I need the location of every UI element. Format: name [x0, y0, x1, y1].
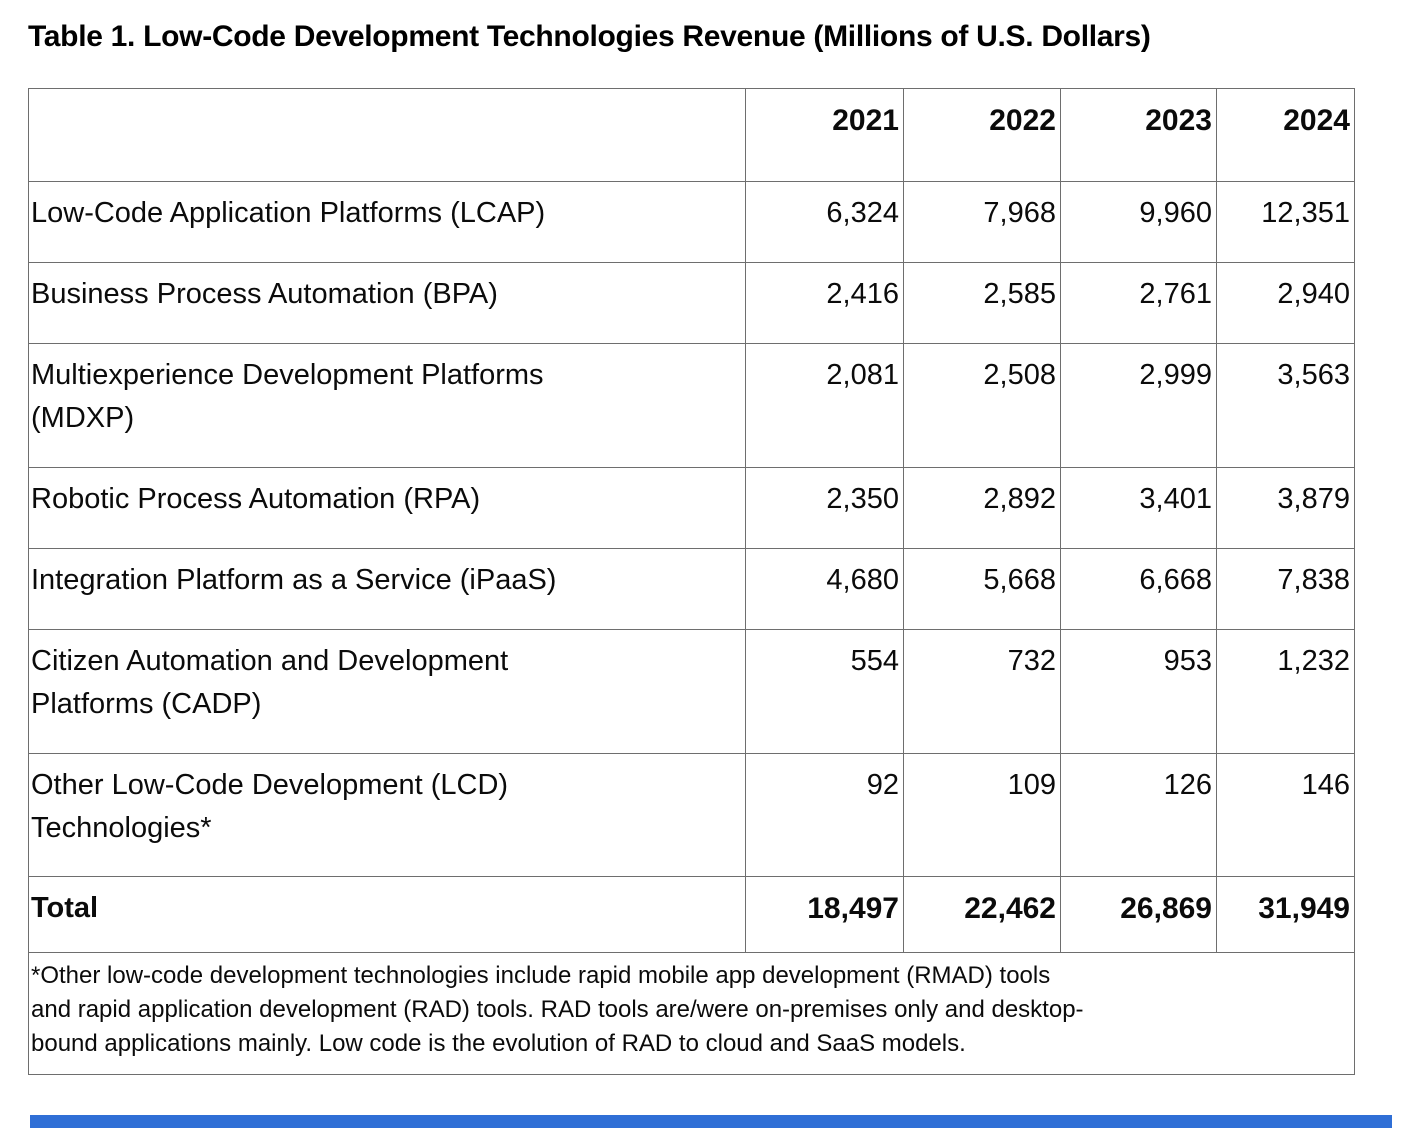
total-value: 31,949	[1216, 876, 1355, 953]
year-header-2023: 2023	[1060, 87, 1217, 183]
table-row-lcap: Low-Code Application Platforms (LCAP) 6,…	[28, 181, 1355, 264]
cell-value: 2,585	[903, 262, 1061, 345]
corner-cell	[28, 87, 746, 183]
cell-value: 126	[1060, 752, 1217, 878]
cell-value: 2,761	[1060, 262, 1217, 345]
cell-value: 3,879	[1216, 467, 1355, 549]
row-label: Multiexperience Development Platforms (M…	[28, 343, 746, 469]
row-label: Low-Code Application Platforms (LCAP)	[28, 181, 746, 264]
row-label: Other Low-Code Development (LCD) Technol…	[28, 752, 746, 878]
cell-value: 953	[1060, 628, 1217, 754]
table-footnote: *Other low-code development technologies…	[28, 951, 1355, 1075]
cell-value: 2,508	[903, 343, 1061, 469]
cell-value: 7,968	[903, 181, 1061, 264]
header-row: 2021 2022 2023 2024	[28, 87, 1355, 183]
table-row-ipaas: Integration Platform as a Service (iPaaS…	[28, 547, 1355, 630]
cell-value: 109	[903, 752, 1061, 878]
table-row-bpa: Business Process Automation (BPA) 2,416 …	[28, 262, 1355, 345]
row-label: Robotic Process Automation (RPA)	[28, 467, 746, 549]
revenue-table: 2021 2022 2023 2024 Low-Code Application…	[28, 87, 1355, 1075]
table-row-total: Total 18,497 22,462 26,869 31,949	[28, 876, 1355, 953]
cell-value: 3,401	[1060, 467, 1217, 549]
total-value: 22,462	[903, 876, 1061, 953]
cell-value: 2,940	[1216, 262, 1355, 345]
row-label: Citizen Automation and Development Platf…	[28, 628, 746, 754]
cell-value: 3,563	[1216, 343, 1355, 469]
row-label: Business Process Automation (BPA)	[28, 262, 746, 345]
cell-value: 2,892	[903, 467, 1061, 549]
cell-value: 92	[745, 752, 904, 878]
cell-value: 12,351	[1216, 181, 1355, 264]
table-row-cadp: Citizen Automation and Development Platf…	[28, 628, 1355, 754]
table-row-mdxp: Multiexperience Development Platforms (M…	[28, 343, 1355, 469]
cell-value: 2,416	[745, 262, 904, 345]
total-value: 18,497	[745, 876, 904, 953]
year-header-2021: 2021	[745, 87, 904, 183]
cell-value: 1,232	[1216, 628, 1355, 754]
cell-value: 732	[903, 628, 1061, 754]
table-title: Table 1. Low-Code Development Technologi…	[28, 20, 1151, 53]
row-label: Integration Platform as a Service (iPaaS…	[28, 547, 746, 630]
cropped-blue-bar	[30, 1115, 1392, 1128]
total-value: 26,869	[1060, 876, 1217, 953]
year-header-2024: 2024	[1216, 87, 1355, 183]
cell-value: 7,838	[1216, 547, 1355, 630]
cell-value: 6,668	[1060, 547, 1217, 630]
cell-value: 5,668	[903, 547, 1061, 630]
cell-value: 2,081	[745, 343, 904, 469]
total-label: Total	[28, 876, 746, 953]
cell-value: 554	[745, 628, 904, 754]
cell-value: 146	[1216, 752, 1355, 878]
year-header-2022: 2022	[903, 87, 1061, 183]
footnote-row: *Other low-code development technologies…	[28, 951, 1355, 1075]
cell-value: 4,680	[745, 547, 904, 630]
cell-value: 2,999	[1060, 343, 1217, 469]
cell-value: 2,350	[745, 467, 904, 549]
cell-value: 9,960	[1060, 181, 1217, 264]
cell-value: 6,324	[745, 181, 904, 264]
table-row-rpa: Robotic Process Automation (RPA) 2,350 2…	[28, 467, 1355, 549]
table-row-other-lcd: Other Low-Code Development (LCD) Technol…	[28, 752, 1355, 878]
